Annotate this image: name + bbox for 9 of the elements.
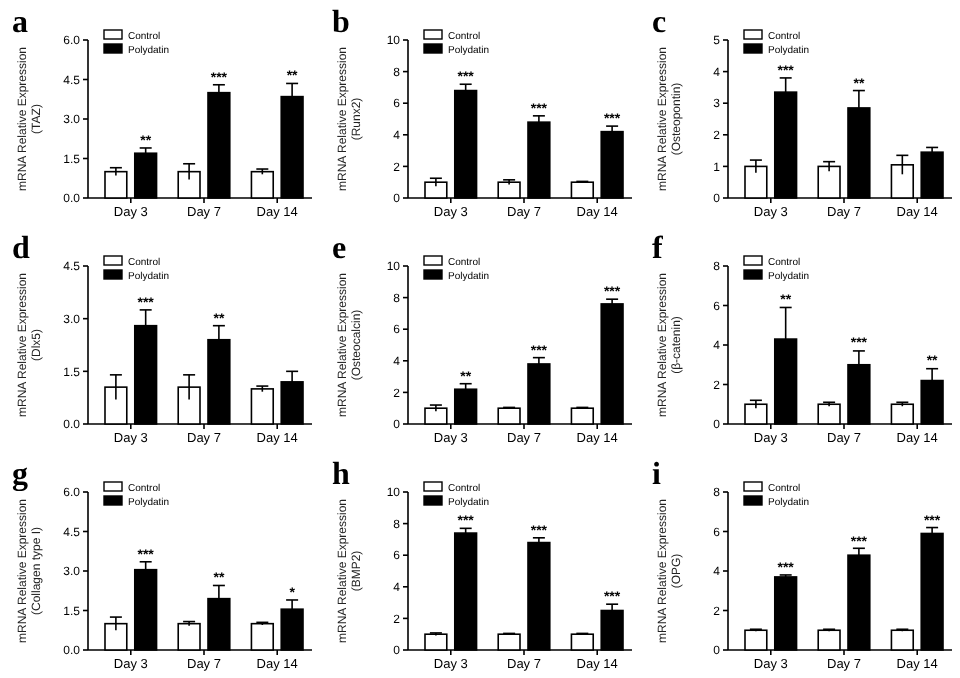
chart-title: h [332, 458, 350, 492]
chart-title: g [12, 458, 28, 492]
chart-title: f [652, 232, 664, 266]
chart-title: c [652, 6, 667, 40]
chart-title: e [332, 232, 347, 266]
chart-title: b [332, 6, 350, 40]
chart-title: d [12, 232, 30, 266]
chart-title: a [12, 6, 28, 40]
chart-title: i [652, 458, 662, 492]
